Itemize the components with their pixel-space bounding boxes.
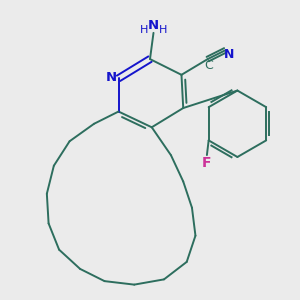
Text: N: N bbox=[148, 19, 159, 32]
Text: C: C bbox=[204, 59, 213, 72]
Text: H: H bbox=[159, 25, 167, 35]
Text: F: F bbox=[202, 156, 212, 170]
Text: N: N bbox=[105, 71, 116, 84]
Text: H: H bbox=[140, 25, 148, 35]
Text: N: N bbox=[224, 48, 235, 61]
